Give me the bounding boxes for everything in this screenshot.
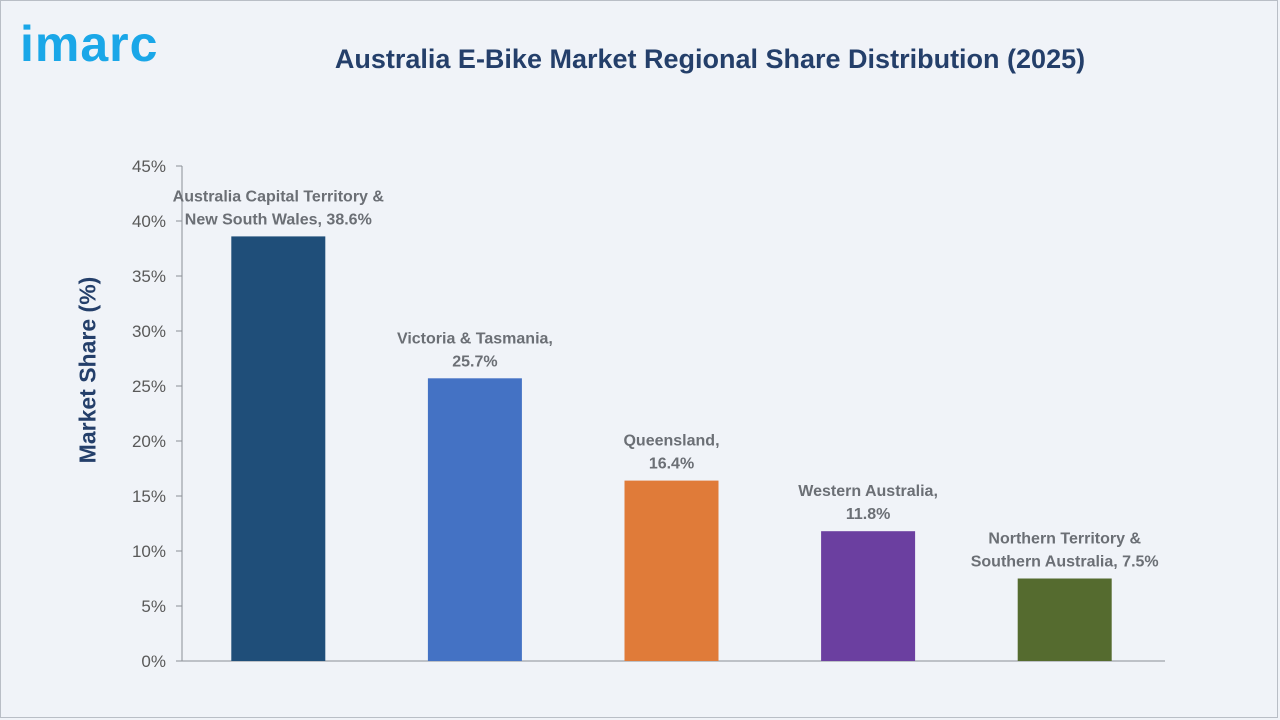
y-tick-label: 5% <box>141 597 166 616</box>
y-tick-label: 20% <box>132 432 166 451</box>
y-tick-label: 25% <box>132 377 166 396</box>
chart-title: Australia E-Bike Market Regional Share D… <box>334 44 1086 74</box>
bar-5 <box>1017 578 1112 661</box>
bar-3 <box>624 480 719 661</box>
bar-2 <box>427 378 522 661</box>
data-label-5: Northern Territory & Southern Australia, … <box>971 531 1159 571</box>
data-label-1: Australia Capital Territory & New South W… <box>173 188 385 228</box>
data-label-3: Queensland, 16.4% <box>623 433 719 473</box>
bar-4 <box>821 531 916 661</box>
y-tick-label: 30% <box>132 322 166 341</box>
y-tick-label: 35% <box>132 267 166 286</box>
bar-1 <box>231 236 326 661</box>
data-label-4: Western Australia, 11.8% <box>798 483 938 523</box>
imarc-logo: imarc <box>20 16 159 72</box>
data-label-2: Victoria & Tasmania, 25.7% <box>397 330 553 370</box>
y-tick-label: 10% <box>132 542 166 561</box>
y-tick-label: 40% <box>132 212 166 231</box>
y-tick-label: 15% <box>132 487 166 506</box>
y-tick-label: 0% <box>141 652 166 671</box>
y-tick-label: 45% <box>132 157 166 176</box>
